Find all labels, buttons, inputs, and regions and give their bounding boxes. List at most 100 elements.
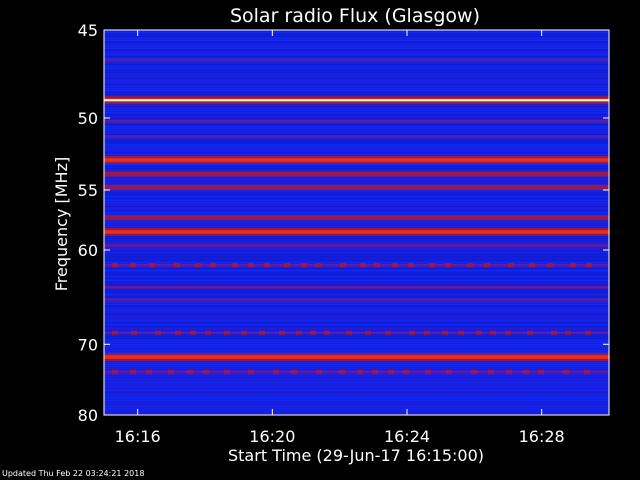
- noise-streak: [104, 392, 609, 393]
- band-core: [104, 184, 609, 190]
- noise-streak: [104, 192, 609, 193]
- noise-streak: [104, 404, 609, 405]
- band-core: [104, 298, 609, 302]
- pulse-dot: [471, 369, 477, 374]
- noise-streak: [104, 204, 609, 205]
- noise-streak: [104, 32, 609, 33]
- noise-streak: [104, 248, 609, 249]
- noise-streak: [104, 34, 609, 35]
- noise-streak: [104, 268, 609, 269]
- pulse-dot: [446, 369, 452, 374]
- noise-streak: [104, 350, 609, 351]
- noise-streak: [104, 150, 609, 151]
- noise-streak: [104, 68, 609, 69]
- y-tick-label: 50: [78, 109, 98, 128]
- noise-streak: [104, 362, 609, 363]
- pulse-row: [112, 330, 591, 335]
- pulse-dot: [195, 263, 201, 268]
- noise-streak: [104, 110, 609, 111]
- pulse-dot: [584, 369, 590, 374]
- noise-streak: [104, 272, 609, 273]
- pulse-dot: [340, 263, 346, 268]
- pulse-dot: [506, 369, 512, 374]
- noise-streak: [104, 194, 609, 195]
- y-tick-label: 45: [78, 21, 98, 40]
- noise-streak: [104, 240, 609, 241]
- noise-streak: [104, 190, 609, 191]
- noise-streak: [104, 258, 609, 259]
- noise-streak: [104, 224, 609, 225]
- noise-streak: [104, 324, 609, 325]
- noise-streak: [104, 276, 609, 277]
- pulse-dot: [372, 369, 378, 374]
- x-tick-label: 16:24: [384, 427, 430, 446]
- noise-streak: [104, 242, 609, 243]
- noise-streak: [104, 118, 609, 119]
- pulse-dot: [403, 369, 409, 374]
- noise-streak: [104, 112, 609, 113]
- noise-streak: [104, 340, 609, 341]
- pulse-dot: [488, 369, 494, 374]
- noise-streak: [104, 164, 609, 165]
- noise-streak: [104, 302, 609, 303]
- pulse-dot: [585, 330, 591, 335]
- noise-streak: [104, 394, 609, 395]
- pulse-dot: [155, 330, 161, 335]
- emission-band: [104, 244, 609, 247]
- pulse-dot: [315, 263, 321, 268]
- pulse-dot: [224, 330, 230, 335]
- pulse-dot: [259, 330, 265, 335]
- pulse-dot: [301, 263, 307, 268]
- band-core: [104, 171, 609, 177]
- noise-streak: [104, 260, 609, 261]
- noise-streak: [104, 130, 609, 131]
- noise-streak: [104, 128, 609, 129]
- pulse-dot: [205, 330, 211, 335]
- noise-streak: [104, 178, 609, 179]
- noise-streak: [104, 292, 609, 293]
- pulse-dot: [203, 369, 209, 374]
- noise-streak: [104, 364, 609, 365]
- x-tick-label: 16:20: [249, 427, 295, 446]
- noise-streak: [104, 82, 609, 83]
- pulse-dot: [190, 330, 196, 335]
- pulse-dot: [458, 330, 464, 335]
- noise-streak: [104, 236, 609, 237]
- pulse-dot: [586, 263, 592, 268]
- emission-band: [104, 135, 609, 138]
- pulse-row: [112, 369, 590, 374]
- pulse-dot: [429, 263, 435, 268]
- noise-streak: [104, 44, 609, 45]
- emission-band: [104, 171, 609, 177]
- noise-streak: [104, 402, 609, 403]
- noise-streak: [104, 40, 609, 41]
- noise-streak: [104, 396, 609, 397]
- noise-streak: [104, 384, 609, 385]
- noise-streak: [104, 336, 609, 337]
- noise-streak: [104, 304, 609, 305]
- noise-streak: [104, 222, 609, 223]
- pulse-dot: [273, 369, 279, 374]
- band-peak: [104, 99, 609, 102]
- noise-streak: [104, 290, 609, 291]
- pulse-dot: [490, 330, 496, 335]
- noise-streak: [104, 400, 609, 401]
- noise-streak: [104, 84, 609, 85]
- spectrogram-plot: [103, 29, 610, 416]
- noise-streak: [104, 388, 609, 389]
- pulse-dot: [324, 330, 330, 335]
- noise-streak: [104, 144, 609, 145]
- noise-streak: [104, 58, 609, 59]
- noise-streak: [104, 318, 609, 319]
- noise-streak: [104, 36, 609, 37]
- noise-streak: [104, 116, 609, 117]
- noise-streak: [104, 274, 609, 275]
- pulse-dot: [392, 263, 398, 268]
- noise-streak: [104, 382, 609, 383]
- pulse-dot: [484, 263, 490, 268]
- noise-streak: [104, 352, 609, 353]
- noise-streak: [104, 74, 609, 75]
- emission-band: [104, 352, 609, 361]
- noise-streak: [104, 296, 609, 297]
- band-core: [104, 158, 609, 162]
